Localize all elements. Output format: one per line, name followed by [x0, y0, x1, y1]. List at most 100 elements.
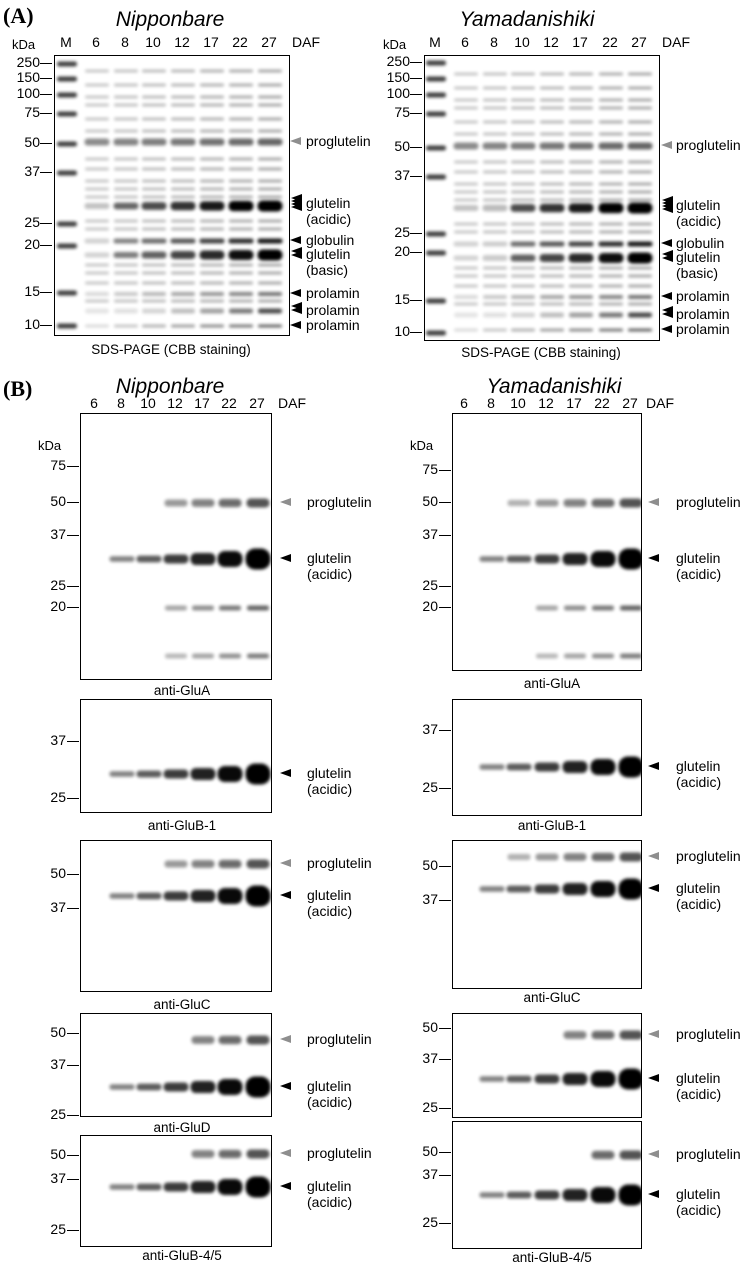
smear-2-8 — [483, 182, 507, 186]
marker-a-right-250: 250 — [386, 53, 410, 69]
glutelin-basic-band-5 — [568, 253, 594, 263]
smear-6-0 — [599, 72, 623, 76]
acidic-label-anti-glua-left: (acidic) — [307, 566, 353, 582]
globulin-label-a-right: globulin — [676, 235, 725, 251]
glutelin-arrow-anti-glub-1-left — [280, 768, 291, 777]
smear-6-15 — [599, 284, 623, 288]
glutelin-basic-band-2 — [113, 252, 139, 258]
acidic-label-anti-gluc-left: (acidic) — [307, 903, 353, 919]
glutelin-band-3 — [534, 1074, 560, 1084]
prolamin-band-2-1 — [454, 312, 478, 318]
low-band-4 — [564, 653, 586, 659]
blot-anti-glub-4-5-right — [452, 1121, 642, 1249]
prolamin-band-1-6 — [599, 295, 623, 299]
smear-2-12 — [114, 227, 138, 231]
smear-6-15 — [229, 281, 253, 285]
marker-b-anti-glud-left-50: 50 — [50, 1024, 66, 1040]
smear-7-6 — [258, 157, 282, 161]
marker-a-left-75: 75 — [24, 104, 40, 120]
low-band-5 — [219, 653, 241, 659]
smear-7-9 — [258, 187, 282, 191]
glutelin-band-3 — [534, 1190, 560, 1200]
smear-1-0 — [85, 69, 109, 73]
glutelin-basic-band-6 — [228, 250, 254, 260]
marker-b-anti-glud-right-37: 37 — [422, 1050, 438, 1066]
proglutelin-band-5 — [591, 852, 615, 862]
basic-label-a-right: (basic) — [676, 265, 719, 281]
smear-4-15 — [540, 284, 564, 288]
low-band-4 — [192, 653, 214, 659]
marker-tick-b-anti-glua-right-50 — [439, 502, 451, 503]
glutelin-label-anti-glud-left: glutelin — [307, 1078, 352, 1094]
smear-6-12 — [599, 230, 623, 234]
smear-7-0 — [258, 69, 282, 73]
glutelin-band-1 — [109, 771, 135, 777]
marker-band-1 — [57, 76, 77, 82]
marker-a-right-25: 25 — [394, 224, 410, 240]
proglutelin-band-6 — [246, 1149, 270, 1159]
smear-2-2 — [483, 98, 507, 102]
prolamin-band-1-4 — [540, 295, 564, 299]
smear-1-5 — [85, 129, 109, 133]
glutelin-basic-band-7 — [257, 249, 283, 261]
proglutelin-label-anti-glud-right: proglutelin — [676, 1026, 741, 1042]
glutelin-band-5 — [590, 550, 616, 568]
proglutelin-arrow-anti-gluc-right — [648, 851, 659, 860]
acidic-label-anti-glua-right: (acidic) — [676, 566, 722, 582]
lane-label-a-left-8: 8 — [121, 34, 129, 50]
glutelin-arrow-anti-glua-left — [280, 553, 291, 562]
smear-2-6 — [483, 160, 507, 164]
smear-5-14 — [569, 274, 593, 278]
glutelin-band-5 — [590, 880, 616, 898]
smear-1-10 — [454, 198, 478, 202]
gel-a-left-image — [57, 61, 283, 329]
marker-tick-a-left-100 — [40, 94, 52, 95]
smear-7-4 — [628, 120, 652, 124]
globulin-band-5 — [568, 241, 594, 247]
glutelin-band-5 — [590, 1070, 616, 1088]
lane-label-b-right-10: 10 — [510, 395, 526, 411]
marker-band-7 — [426, 250, 446, 256]
glutelin-band-5 — [217, 1078, 243, 1096]
smear-3-15 — [142, 281, 166, 285]
marker-band-6 — [57, 221, 77, 227]
lane-label-b-left-22: 22 — [221, 395, 237, 411]
gel-a-right — [424, 55, 660, 341]
lane-label-a-right-6: 6 — [461, 34, 469, 50]
lane-label-a-left-27: 27 — [261, 34, 277, 50]
smear-3-5 — [142, 129, 166, 133]
smear-5-10 — [200, 195, 224, 199]
globulin-band-6 — [598, 241, 624, 247]
smear-6-9 — [599, 190, 623, 194]
smear-2-1 — [483, 86, 507, 90]
smear-1-5 — [454, 132, 478, 136]
proglutelin-arrow-anti-glud-right — [648, 1029, 659, 1038]
glutelin-band-6 — [245, 548, 271, 570]
marker-tick-a-left-50 — [40, 143, 52, 144]
proglutelin-band-4 — [563, 853, 587, 861]
smear-3-0 — [511, 72, 535, 76]
proglutelin-band-3 — [164, 860, 188, 868]
smear-2-0 — [114, 69, 138, 73]
blot-anti-glua-right — [452, 413, 642, 671]
glutelin-band-3 — [163, 769, 189, 779]
glutelin-acidic-band-4 — [539, 203, 565, 213]
daf-label-a-right: DAF — [662, 34, 690, 50]
smear-3-16 — [142, 299, 166, 303]
glutelin-arrow-anti-glud-left — [280, 1081, 291, 1090]
marker-band-2 — [426, 92, 446, 98]
lane-label-a-left-M: M — [60, 34, 72, 50]
marker-b-anti-glua-right-20: 20 — [422, 598, 438, 614]
kda-label-b-right: kDa — [410, 438, 434, 453]
prolamin-band-1-6 — [229, 292, 253, 296]
glutelin-label-anti-glua-right: glutelin — [676, 550, 721, 566]
lane-label-a-right-27: 27 — [631, 34, 647, 50]
glutelin-acidic-band-3 — [141, 202, 167, 210]
prolamin-band-1-1 — [454, 295, 478, 299]
prolamin-band-2-3 — [142, 308, 166, 314]
smear-3-8 — [142, 179, 166, 183]
smear-5-0 — [569, 72, 593, 76]
glutelin-band-2 — [506, 555, 532, 563]
proglutelin-arrow-anti-glub-4-5-right — [648, 1149, 659, 1158]
smear-6-5 — [229, 129, 253, 133]
